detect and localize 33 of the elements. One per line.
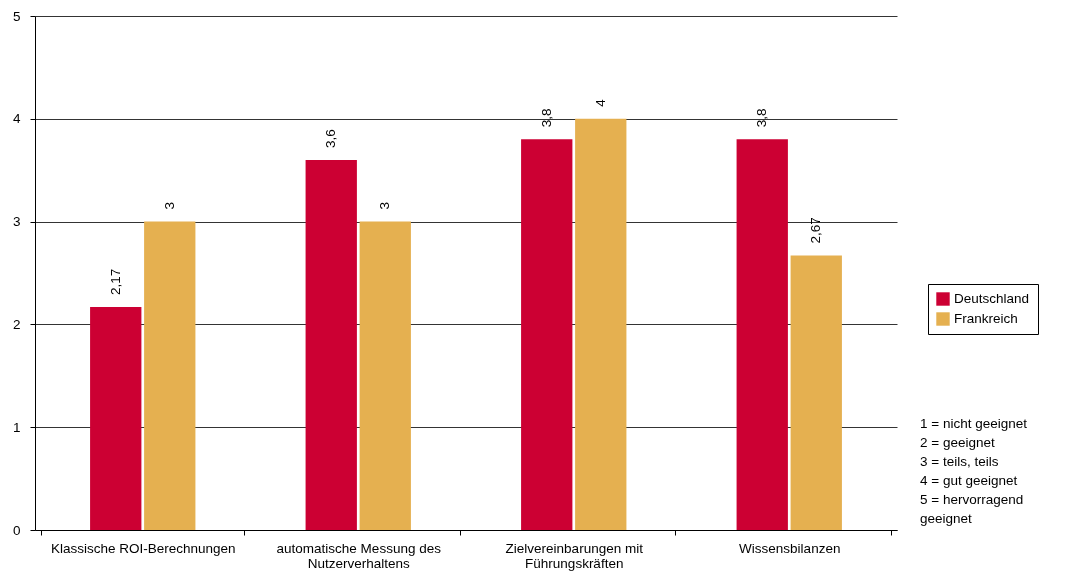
y-tick-label: 4 — [12, 111, 21, 127]
bar — [736, 139, 788, 530]
data-label: 3 — [377, 202, 393, 210]
data-label: 2,17 — [107, 268, 123, 295]
data-label: 3,8 — [538, 108, 554, 128]
legend-label: Deutschland — [954, 291, 1030, 306]
text: 4 = gut geeignet — [920, 472, 1019, 490]
y-tick-label: 0 — [12, 522, 21, 538]
x-tick-label: Zielvereinbarungen mit Führungskräften — [505, 540, 644, 571]
data-label: 4 — [592, 98, 608, 107]
bar — [790, 255, 842, 530]
data-label: 3,6 — [323, 129, 339, 148]
data-label: 3 — [161, 202, 177, 210]
legend-label: Frankreich — [954, 311, 1018, 326]
bar — [359, 221, 411, 530]
data-label: 2,67 — [808, 217, 824, 244]
y-tick-label: 5 — [12, 8, 21, 24]
text: 2 = geeignet — [920, 434, 996, 452]
text: 1 = nicht geeignet — [920, 415, 1028, 433]
x-tick-label: Klassische ROI-Berechnungen — [50, 540, 236, 556]
x-tick-label: automatische Messung des Nutzerverhaltens — [276, 540, 442, 571]
text: 3 = teils, teils — [920, 453, 1000, 471]
bar — [144, 221, 196, 530]
x-tick-label: Wissensbilanzen — [739, 540, 841, 556]
bar — [305, 159, 357, 530]
bar — [521, 139, 573, 530]
bar — [90, 306, 142, 530]
text: 5 = hervorragend geeignet — [920, 491, 1025, 528]
bar — [575, 118, 627, 530]
data-label: 3,8 — [754, 108, 770, 128]
y-tick-label: 1 — [12, 419, 21, 435]
y-tick-label: 3 — [12, 214, 21, 230]
y-tick-label: 2 — [12, 316, 21, 332]
